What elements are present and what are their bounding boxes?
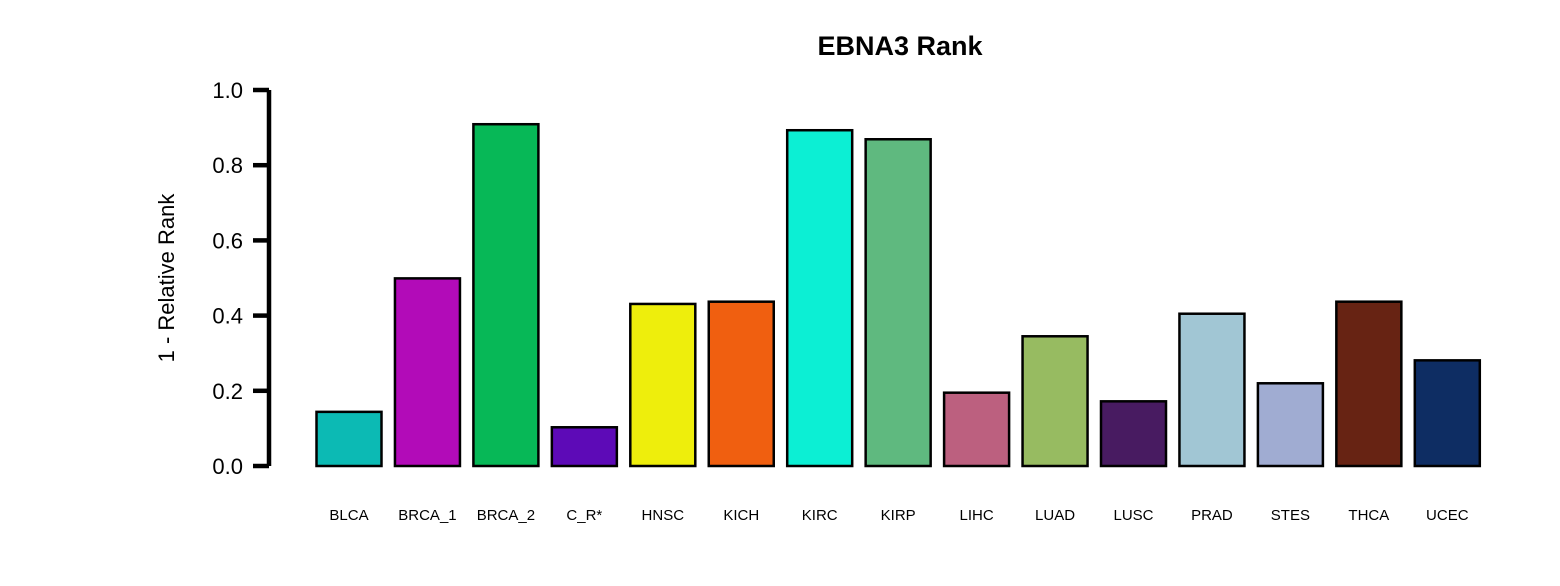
bar-kirc bbox=[785, 128, 854, 468]
y-tick-label: 0.4 bbox=[212, 304, 243, 329]
y-tick-label: 0.6 bbox=[212, 228, 243, 253]
bar-prad bbox=[1178, 312, 1246, 468]
category-label: LUAD bbox=[1035, 507, 1075, 524]
category-label: KICH bbox=[723, 507, 759, 524]
bar-blca bbox=[315, 410, 383, 468]
category-label: HNSC bbox=[642, 507, 685, 524]
bar-kich bbox=[707, 300, 775, 468]
category-label: BRCA_1 bbox=[398, 507, 456, 524]
category-label: LUSC bbox=[1113, 507, 1153, 524]
bar-luad bbox=[1021, 335, 1089, 468]
bars-group bbox=[315, 122, 1482, 468]
bar-stes bbox=[1256, 382, 1325, 468]
bar-lihc bbox=[942, 391, 1011, 468]
bar-brca-2 bbox=[472, 122, 540, 468]
bar-kirp bbox=[864, 138, 932, 468]
category-label: KIRP bbox=[881, 507, 916, 524]
y-axis-label: 1 - Relative Rank bbox=[154, 193, 179, 363]
bar-hnsc bbox=[629, 302, 697, 468]
y-tick-label: 0.8 bbox=[212, 153, 243, 178]
chart-title: EBNA3 Rank bbox=[817, 31, 983, 61]
y-tick-label: 0.0 bbox=[212, 454, 243, 479]
bar-ucec bbox=[1413, 359, 1482, 468]
y-tick-label: 0.2 bbox=[212, 379, 243, 404]
bar-brca-1 bbox=[393, 277, 462, 468]
category-label: STES bbox=[1271, 507, 1310, 524]
category-label: PRAD bbox=[1191, 507, 1233, 524]
bar-lusc bbox=[1099, 400, 1168, 468]
bar-thca bbox=[1335, 300, 1403, 468]
category-labels: BLCA BRCA_1 BRCA_2 C_R* HNSC KICH KIRC KIRP LIHC… bbox=[329, 507, 1468, 524]
category-label: THCA bbox=[1348, 507, 1389, 524]
category-label: UCEC bbox=[1426, 507, 1469, 524]
bar-c-r bbox=[550, 426, 619, 468]
category-label: BLCA bbox=[329, 507, 368, 524]
y-axis: 0.0 0.2 0.4 0.6 0.8 1.0 bbox=[212, 78, 272, 479]
category-label: BRCA_2 bbox=[477, 507, 535, 524]
category-label: LIHC bbox=[960, 507, 994, 524]
y-tick-label: 1.0 bbox=[212, 78, 243, 103]
category-label: C_R* bbox=[566, 507, 602, 524]
category-label: KIRC bbox=[802, 507, 838, 524]
